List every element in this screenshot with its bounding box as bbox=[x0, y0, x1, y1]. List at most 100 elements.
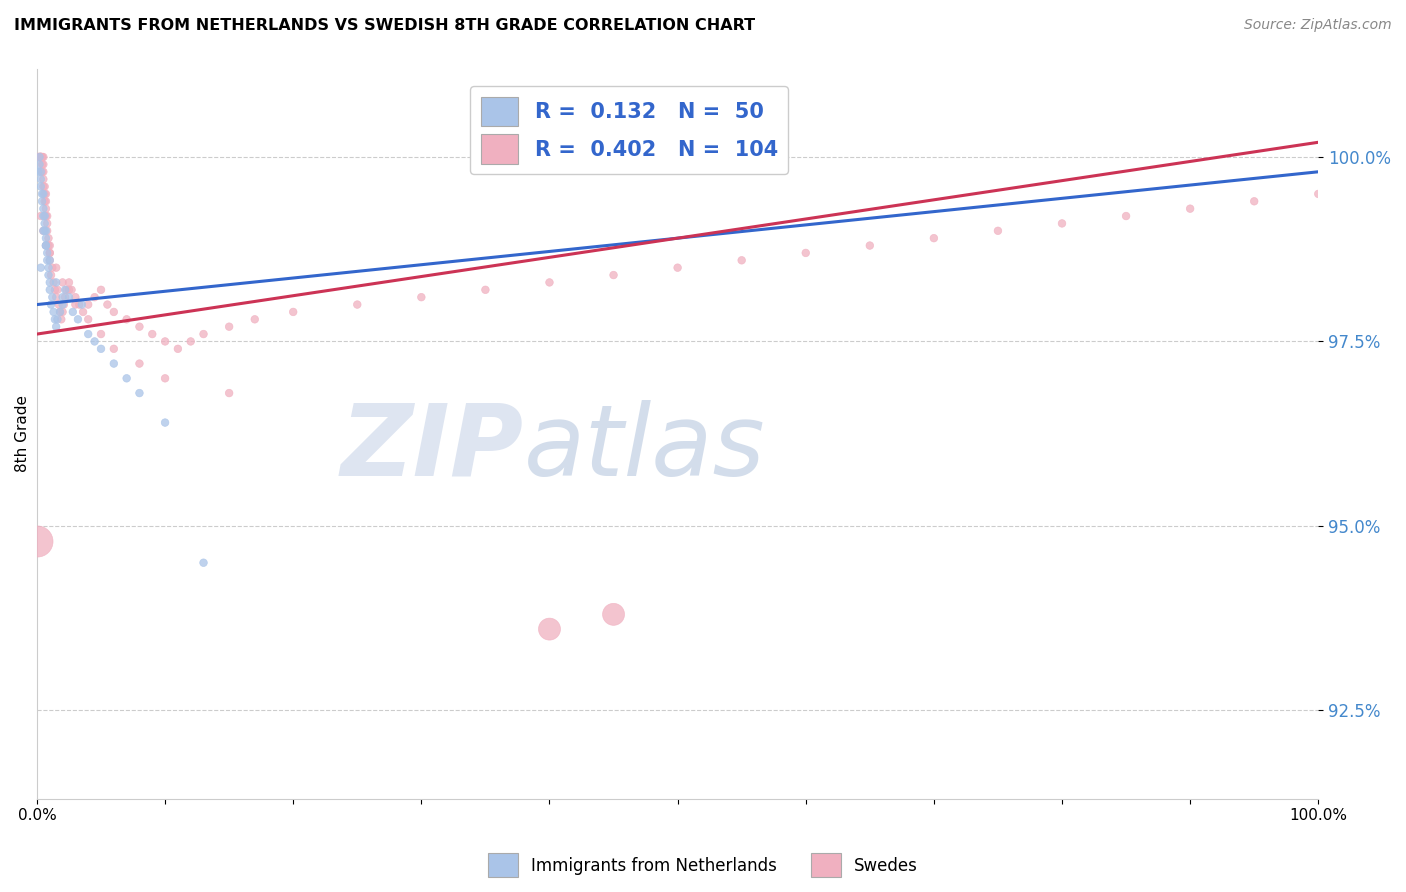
Point bbox=[90, 283, 112, 297]
Point bbox=[180, 334, 202, 349]
Point bbox=[28, 157, 51, 171]
Point bbox=[38, 238, 60, 252]
Point bbox=[32, 157, 55, 171]
Point bbox=[128, 319, 150, 334]
Point bbox=[53, 290, 76, 304]
Point bbox=[32, 179, 55, 194]
Point bbox=[52, 297, 75, 311]
Point bbox=[27, 150, 49, 164]
Point bbox=[38, 246, 60, 260]
Point bbox=[34, 194, 56, 209]
Point bbox=[65, 297, 87, 311]
Point bbox=[38, 253, 60, 268]
Point bbox=[28, 150, 51, 164]
Point bbox=[30, 150, 52, 164]
Point bbox=[1308, 186, 1330, 201]
Point bbox=[30, 165, 52, 179]
Point bbox=[37, 231, 59, 245]
Point bbox=[32, 209, 55, 223]
Point bbox=[283, 305, 305, 319]
Point bbox=[34, 216, 56, 230]
Point bbox=[153, 416, 176, 430]
Point bbox=[34, 186, 56, 201]
Point bbox=[30, 172, 52, 186]
Point bbox=[44, 312, 66, 326]
Point bbox=[31, 150, 53, 164]
Point bbox=[193, 556, 215, 570]
Point bbox=[58, 276, 80, 290]
Point bbox=[28, 150, 51, 164]
Point bbox=[31, 157, 53, 171]
Point bbox=[37, 216, 59, 230]
Point bbox=[538, 622, 561, 636]
Point bbox=[128, 386, 150, 401]
Point bbox=[49, 305, 72, 319]
Point bbox=[66, 312, 89, 326]
Point bbox=[45, 290, 67, 304]
Point bbox=[38, 276, 60, 290]
Point bbox=[987, 224, 1010, 238]
Point bbox=[103, 357, 125, 371]
Point bbox=[32, 165, 55, 179]
Point bbox=[30, 179, 52, 194]
Point bbox=[52, 297, 75, 311]
Point bbox=[35, 209, 58, 223]
Point bbox=[60, 283, 83, 297]
Point bbox=[32, 186, 55, 201]
Point bbox=[51, 312, 73, 326]
Point bbox=[141, 327, 163, 342]
Point bbox=[35, 238, 58, 252]
Point bbox=[153, 334, 176, 349]
Point bbox=[602, 268, 624, 282]
Point bbox=[58, 290, 80, 304]
Point bbox=[41, 260, 63, 275]
Point bbox=[153, 371, 176, 385]
Point bbox=[37, 246, 59, 260]
Legend: Immigrants from Netherlands, Swedes: Immigrants from Netherlands, Swedes bbox=[481, 847, 925, 884]
Point bbox=[411, 290, 433, 304]
Point bbox=[31, 186, 53, 201]
Point bbox=[30, 260, 52, 275]
Point bbox=[25, 533, 48, 548]
Point bbox=[37, 253, 59, 268]
Point bbox=[218, 386, 240, 401]
Point bbox=[922, 231, 945, 245]
Point bbox=[243, 312, 266, 326]
Point bbox=[794, 246, 817, 260]
Point bbox=[52, 290, 75, 304]
Point bbox=[35, 224, 58, 238]
Point bbox=[30, 150, 52, 164]
Point bbox=[49, 305, 72, 319]
Point bbox=[193, 327, 215, 342]
Point bbox=[37, 238, 59, 252]
Point bbox=[52, 276, 75, 290]
Point bbox=[30, 150, 52, 164]
Point bbox=[602, 607, 624, 622]
Legend: R =  0.132   N =  50, R =  0.402   N =  104: R = 0.132 N = 50, R = 0.402 N = 104 bbox=[470, 87, 789, 174]
Point bbox=[32, 224, 55, 238]
Point bbox=[1115, 209, 1137, 223]
Y-axis label: 8th Grade: 8th Grade bbox=[15, 395, 30, 472]
Point bbox=[35, 202, 58, 216]
Point bbox=[39, 268, 62, 282]
Point bbox=[62, 305, 84, 319]
Point bbox=[90, 327, 112, 342]
Point bbox=[45, 276, 67, 290]
Point bbox=[45, 319, 67, 334]
Point bbox=[38, 283, 60, 297]
Point bbox=[42, 276, 65, 290]
Point bbox=[30, 150, 52, 164]
Point bbox=[34, 179, 56, 194]
Point bbox=[31, 194, 53, 209]
Point bbox=[103, 342, 125, 356]
Point bbox=[67, 297, 90, 311]
Point bbox=[35, 231, 58, 245]
Point bbox=[30, 150, 52, 164]
Point bbox=[32, 224, 55, 238]
Point bbox=[32, 172, 55, 186]
Point bbox=[30, 150, 52, 164]
Point bbox=[128, 357, 150, 371]
Point bbox=[346, 297, 368, 311]
Point bbox=[44, 283, 66, 297]
Point bbox=[38, 253, 60, 268]
